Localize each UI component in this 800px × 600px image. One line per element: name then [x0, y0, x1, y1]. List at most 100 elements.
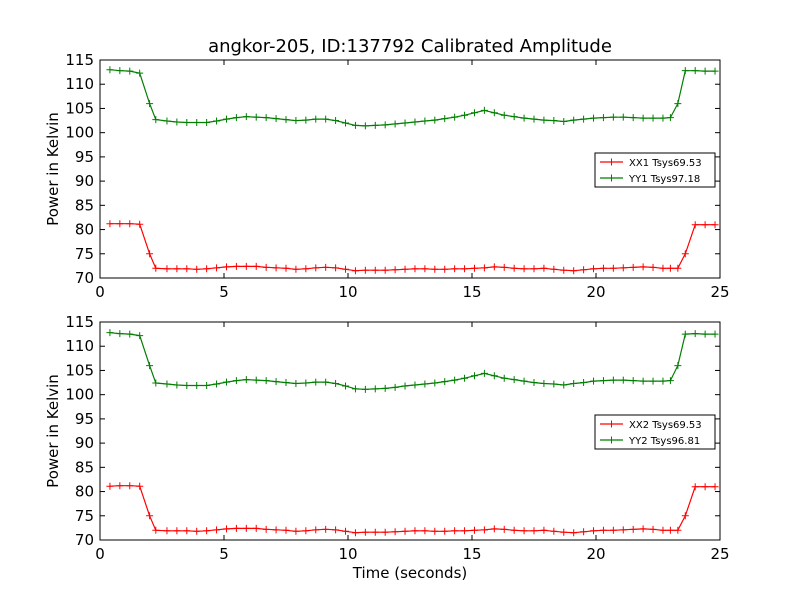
data-point-marker [152, 379, 160, 387]
y-tick-label: 80 [75, 221, 94, 239]
data-point-marker [401, 265, 409, 273]
x-tick-label: 5 [219, 283, 229, 301]
data-point-marker [222, 263, 230, 271]
data-point-marker [222, 115, 230, 123]
data-point-marker [213, 117, 221, 125]
data-point-marker [480, 369, 488, 377]
data-point-marker [173, 118, 181, 126]
data-point-marker [550, 527, 558, 535]
y-axis-label: Power in Kelvin [44, 374, 62, 488]
data-point-marker [152, 116, 160, 124]
data-point-marker [470, 372, 478, 380]
data-point-marker [322, 115, 330, 123]
data-point-marker [371, 385, 379, 393]
data-point-marker [163, 380, 171, 388]
data-point-marker [421, 527, 429, 535]
data-point-marker [701, 483, 709, 491]
data-point-marker [701, 221, 709, 229]
data-point-marker [500, 111, 508, 119]
y-tick-label: 80 [75, 483, 94, 501]
data-point-marker [510, 264, 518, 272]
data-point-marker [609, 376, 617, 384]
x-tick-label: 15 [462, 545, 481, 563]
x-axis-label: Time (seconds) [352, 564, 468, 582]
data-point-marker [116, 220, 124, 228]
data-point-marker [421, 117, 429, 125]
data-point-marker [609, 264, 617, 272]
series-1-1 [106, 220, 719, 275]
y-tick-label: 105 [65, 361, 94, 379]
data-point-marker [681, 67, 689, 75]
data-point-marker [666, 264, 674, 272]
data-point-marker [193, 118, 201, 126]
data-point-marker [272, 526, 280, 534]
data-point-marker [242, 376, 250, 384]
data-point-marker [252, 376, 260, 384]
data-point-marker [146, 250, 154, 258]
data-point-marker [490, 372, 498, 380]
data-point-marker [183, 118, 191, 126]
y-tick-label: 75 [75, 245, 94, 263]
data-point-marker [332, 264, 340, 272]
data-point-marker [126, 220, 134, 228]
data-point-marker [371, 266, 379, 274]
data-point-marker [183, 381, 191, 389]
plot-frame [99, 59, 721, 279]
data-point-marker [401, 119, 409, 127]
data-point-marker [540, 264, 548, 272]
data-point-marker [232, 262, 240, 270]
data-point-marker [590, 265, 598, 273]
data-point-marker [550, 117, 558, 125]
data-point-marker [659, 114, 667, 122]
data-point-marker [441, 265, 449, 273]
data-point-marker [361, 122, 369, 130]
legend-swatch-marker [608, 420, 615, 428]
data-point-marker [351, 385, 359, 393]
data-point-marker [609, 113, 617, 121]
data-point-marker [203, 527, 211, 535]
data-point-marker [332, 526, 340, 534]
data-point-marker [302, 379, 310, 387]
data-point-marker [649, 114, 657, 122]
data-point-marker [520, 114, 528, 122]
legend: XX1 Tsys69.53 YY1 Tsys97.18 [594, 152, 716, 188]
top-subplot: 0 5 10 15 20 25 70 75 80 85 90 95 100 105 110 115 Power … [44, 51, 730, 301]
y-tick-label: 75 [75, 507, 94, 525]
data-point-marker [342, 527, 350, 535]
y-axis-label: Power in Kelvin [44, 112, 62, 226]
data-point-marker [480, 526, 488, 534]
data-point-marker [152, 264, 160, 272]
data-point-marker [342, 265, 350, 273]
data-point-marker [480, 106, 488, 114]
data-point-marker [490, 263, 498, 271]
legend-label: XX1 Tsys69.53 [629, 158, 702, 169]
data-point-marker [203, 381, 211, 389]
chart-title: angkor-205, ID:137792 Calibrated Amplitu… [208, 36, 612, 57]
data-point-marker [146, 362, 154, 370]
data-point-marker [500, 374, 508, 382]
data-point-marker [560, 266, 568, 274]
legend: XX2 Tsys69.53 YY2 Tsys96.81 [594, 414, 716, 450]
data-point-marker [252, 262, 260, 270]
data-point-marker [431, 116, 439, 124]
data-point-marker [232, 524, 240, 532]
y-tick-label: 105 [65, 99, 94, 117]
data-point-marker [391, 120, 399, 128]
data-point-marker [451, 265, 459, 273]
x-tick-label: 10 [338, 545, 357, 563]
data-point-marker [510, 113, 518, 121]
data-point-marker [599, 114, 607, 122]
data-point-marker [371, 528, 379, 536]
series-2-2 [106, 329, 719, 393]
data-point-marker [431, 265, 439, 273]
data-point-marker [351, 267, 359, 275]
data-point-marker [540, 526, 548, 534]
data-point-marker [411, 527, 419, 535]
data-point-marker [500, 525, 508, 533]
legend-box [594, 152, 716, 188]
data-point-marker [391, 266, 399, 274]
y-tick-label: 95 [75, 410, 94, 428]
data-point-marker [629, 114, 637, 122]
series-1-2 [106, 66, 719, 130]
